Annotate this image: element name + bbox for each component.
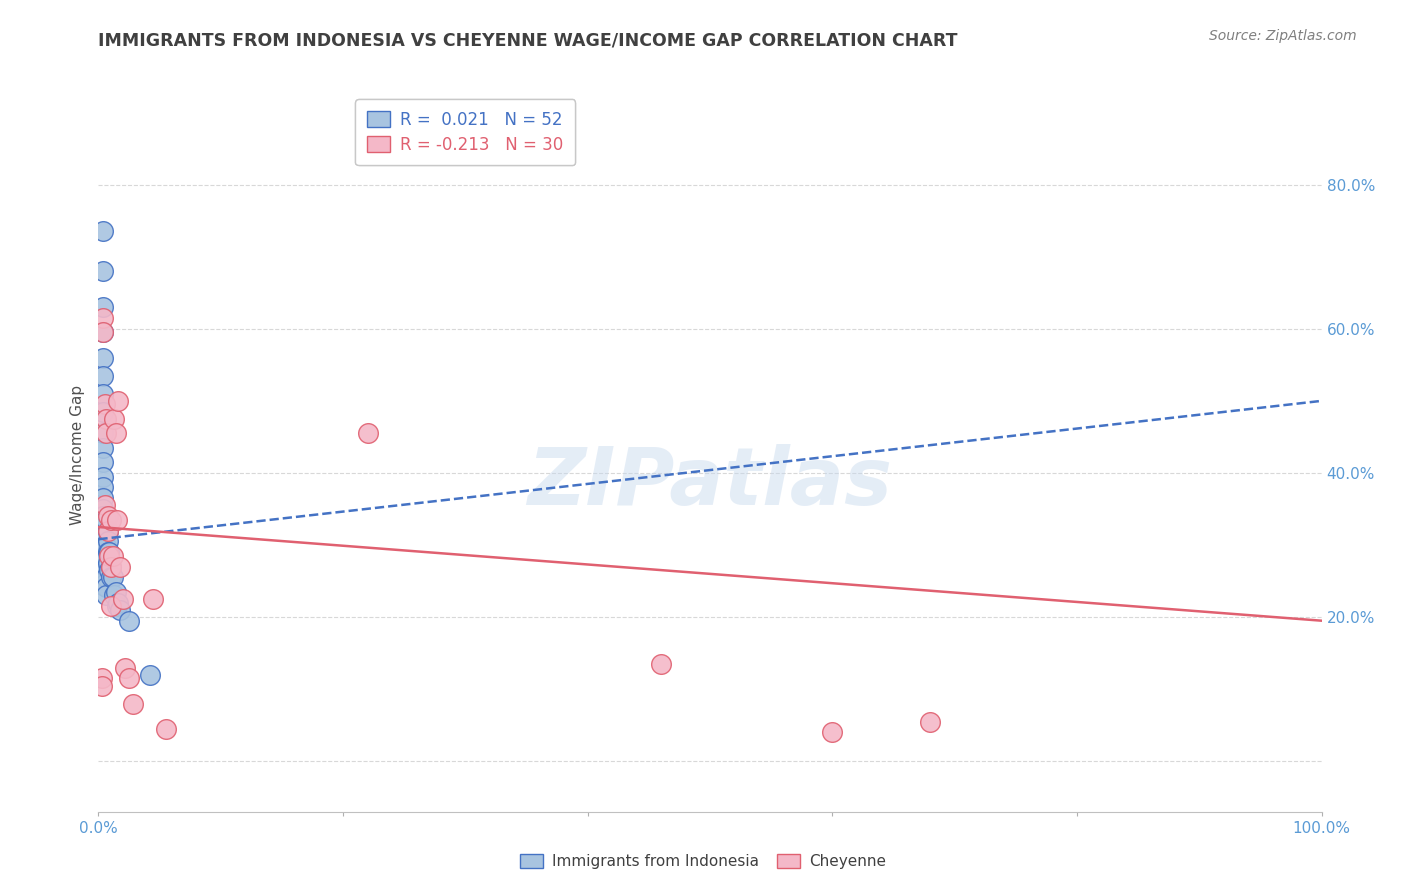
Point	[91, 509, 114, 524]
Point	[650, 657, 672, 671]
Point	[97, 509, 120, 524]
Point	[114, 660, 136, 674]
Text: IMMIGRANTS FROM INDONESIA VS CHEYENNE WAGE/INCOME GAP CORRELATION CHART: IMMIGRANTS FROM INDONESIA VS CHEYENNE WA…	[98, 31, 957, 49]
Point	[91, 541, 114, 556]
Point	[94, 551, 117, 566]
Point	[356, 426, 378, 441]
Point	[91, 568, 114, 582]
Point	[94, 570, 117, 584]
Point	[91, 326, 114, 340]
Point	[94, 426, 117, 441]
Point	[94, 561, 117, 575]
Point	[97, 556, 120, 570]
Point	[91, 577, 114, 591]
Point	[94, 540, 117, 554]
Point	[118, 614, 141, 628]
Point	[91, 368, 114, 383]
Point	[93, 397, 115, 411]
Point	[91, 480, 114, 494]
Text: Source: ZipAtlas.com: Source: ZipAtlas.com	[1209, 29, 1357, 43]
Point	[103, 589, 125, 603]
Point	[105, 513, 128, 527]
Point	[110, 559, 132, 574]
Point	[91, 502, 114, 516]
Y-axis label: Wage/Income Gap: Wage/Income Gap	[70, 384, 86, 525]
Point	[104, 426, 127, 441]
Point	[91, 386, 114, 401]
Point	[107, 393, 129, 408]
Point	[94, 580, 117, 594]
Point	[91, 534, 114, 549]
Point	[110, 603, 132, 617]
Legend: R =  0.021   N = 52, R = -0.213   N = 30: R = 0.021 N = 52, R = -0.213 N = 30	[356, 99, 575, 165]
Point	[100, 513, 122, 527]
Point	[121, 697, 143, 711]
Point	[91, 563, 114, 577]
Point	[93, 499, 115, 513]
Point	[155, 722, 177, 736]
Point	[97, 545, 120, 559]
Point	[94, 589, 117, 603]
Point	[91, 264, 114, 278]
Point	[91, 558, 114, 573]
Point	[91, 224, 114, 238]
Point	[94, 513, 117, 527]
Point	[97, 524, 120, 538]
Point	[91, 513, 114, 527]
Text: ZIPatlas: ZIPatlas	[527, 444, 893, 523]
Point	[100, 559, 122, 574]
Point	[142, 592, 165, 607]
Point	[94, 527, 117, 541]
Point	[94, 412, 117, 426]
Point	[107, 596, 129, 610]
Point	[101, 549, 124, 563]
Point	[105, 599, 128, 614]
Point	[91, 679, 114, 693]
Point	[91, 549, 114, 563]
Point	[91, 469, 114, 483]
Point	[100, 570, 122, 584]
Point	[98, 563, 121, 577]
Point	[104, 585, 127, 599]
Point	[98, 545, 121, 559]
Point	[91, 491, 114, 505]
Point	[91, 326, 114, 340]
Point	[111, 592, 134, 607]
Point	[139, 667, 162, 681]
Point	[91, 441, 114, 455]
Legend: Immigrants from Indonesia, Cheyenne: Immigrants from Indonesia, Cheyenne	[513, 847, 893, 875]
Point	[91, 527, 114, 541]
Point	[91, 300, 114, 314]
Point	[91, 672, 114, 686]
Point	[101, 570, 124, 584]
Point	[920, 714, 942, 729]
Point	[821, 725, 844, 739]
Point	[91, 573, 114, 587]
Point	[91, 310, 114, 325]
Point	[91, 455, 114, 469]
Point	[118, 672, 141, 686]
Point	[100, 599, 122, 614]
Point	[97, 534, 120, 549]
Point	[91, 554, 114, 568]
Point	[91, 426, 114, 441]
Point	[91, 520, 114, 534]
Point	[98, 549, 121, 563]
Point	[91, 405, 114, 419]
Point	[100, 559, 122, 574]
Point	[103, 412, 125, 426]
Point	[91, 351, 114, 365]
Point	[97, 524, 120, 538]
